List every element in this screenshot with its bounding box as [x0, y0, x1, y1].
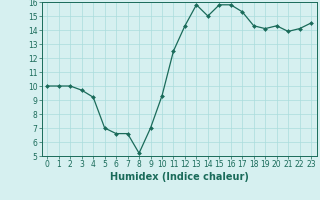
X-axis label: Humidex (Indice chaleur): Humidex (Indice chaleur)	[110, 172, 249, 182]
